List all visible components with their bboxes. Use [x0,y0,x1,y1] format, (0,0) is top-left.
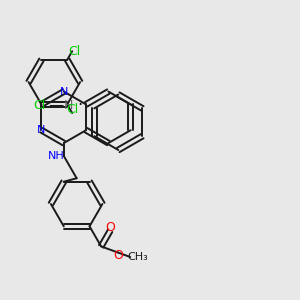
Text: NH: NH [47,151,64,161]
Text: H: H [64,99,74,112]
Text: O: O [105,221,115,234]
Text: Cl: Cl [66,103,78,116]
Text: O: O [113,249,123,262]
Text: ·: · [77,96,82,114]
Text: N: N [37,125,46,135]
Text: —: — [48,98,64,113]
Text: CH₃: CH₃ [128,252,148,262]
Text: Cl: Cl [33,99,45,112]
Text: N: N [60,86,68,97]
Text: Cl: Cl [68,45,80,58]
